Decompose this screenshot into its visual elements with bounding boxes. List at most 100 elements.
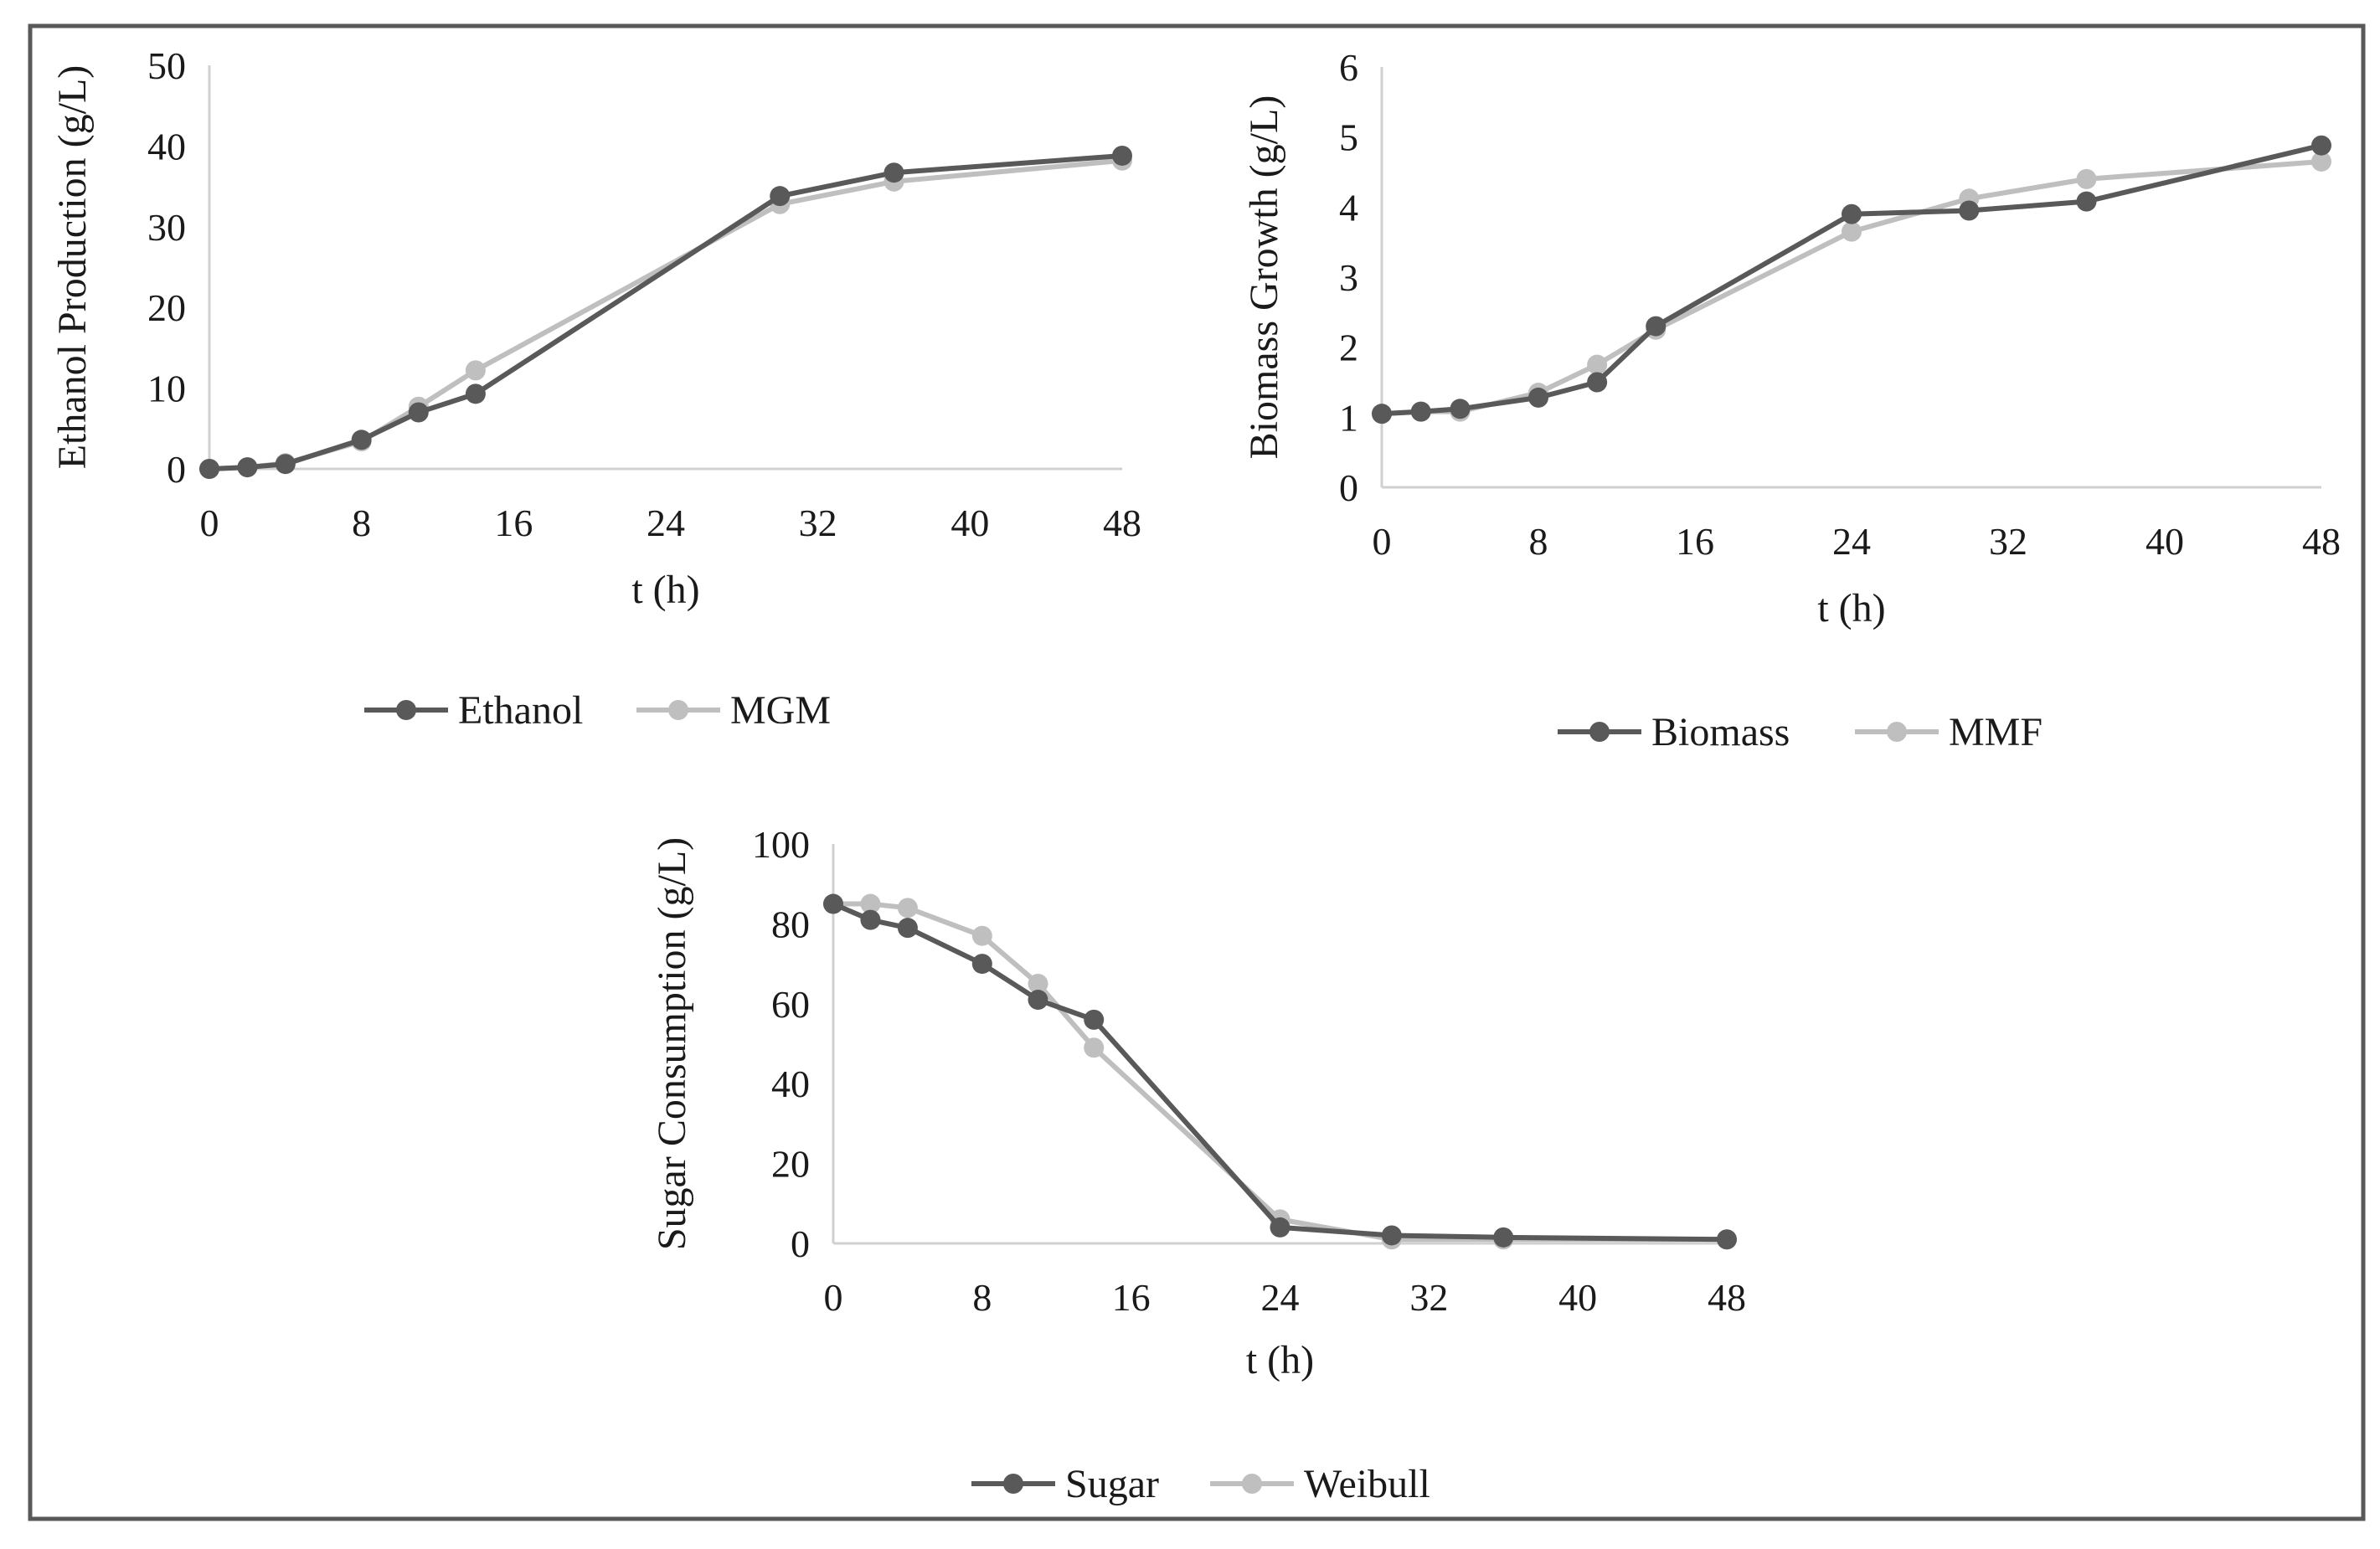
y-tick-label: 80 <box>771 903 810 945</box>
legend-label-biomass: Biomass <box>1651 710 1790 754</box>
y-tick-label: 5 <box>1339 116 1358 159</box>
ethanol-production-chart: 0 8 16 24 32 40 48 0 10 20 30 40 50 t (h) Ethanol Prod… <box>50 44 1141 733</box>
x-tick-label: 48 <box>1103 502 1141 544</box>
data-point-ethanol <box>770 186 791 207</box>
data-point-biomass <box>1528 387 1548 408</box>
y-axis-title: Ethanol Production (g/L) <box>50 65 95 470</box>
y-tick-label: 20 <box>771 1143 810 1186</box>
data-point-mmf <box>2076 168 2097 189</box>
data-point-weibull <box>1028 973 1048 994</box>
data-point-sugar <box>860 909 881 930</box>
data-point-weibull <box>860 893 881 914</box>
y-tick-label: 4 <box>1339 186 1358 229</box>
data-point-biomass <box>2311 135 2331 156</box>
x-axis-title: t (h) <box>1246 1338 1314 1382</box>
x-tick-label: 0 <box>824 1276 843 1319</box>
y-tick-label: 50 <box>147 44 186 87</box>
y-tick-label: 100 <box>752 823 810 866</box>
y-tick-label: 0 <box>167 448 186 491</box>
y-tick-label: 3 <box>1339 256 1358 299</box>
x-tick-label: 32 <box>799 502 837 544</box>
data-point-biomass <box>1959 200 1980 221</box>
legend-marker-ethanol <box>396 700 416 720</box>
data-point-ethanol <box>408 402 429 423</box>
legend-marker-mmf <box>1887 722 1907 742</box>
data-point-sugar <box>1028 990 1048 1011</box>
x-tick-label: 48 <box>1708 1276 1746 1319</box>
data-point-biomass <box>1410 401 1431 422</box>
x-tick-label: 16 <box>494 502 533 544</box>
data-point-mmf <box>1587 354 1608 375</box>
data-point-ethanol <box>199 459 219 479</box>
x-tick-label: 40 <box>1558 1276 1597 1319</box>
x-tick-label: 24 <box>1261 1276 1300 1319</box>
x-tick-label: 40 <box>2146 520 2184 563</box>
legend-label-ethanol: Ethanol <box>458 688 583 733</box>
data-point-sugar <box>897 918 918 939</box>
x-axis-title: t (h) <box>1817 586 1885 630</box>
legend-marker-mgm <box>668 700 688 720</box>
data-point-biomass <box>1450 399 1471 419</box>
x-tick-label: 32 <box>1409 1276 1448 1319</box>
data-point-ethanol <box>275 454 296 475</box>
data-point-biomass <box>1372 404 1392 425</box>
data-point-biomass <box>2076 191 2097 212</box>
x-tick-label: 8 <box>972 1276 992 1319</box>
data-point-ethanol <box>351 430 372 450</box>
legend-marker-weibull <box>1242 1474 1262 1494</box>
y-tick-label: 2 <box>1339 327 1358 369</box>
x-tick-label: 48 <box>2302 520 2341 563</box>
data-point-sugar <box>1270 1217 1290 1238</box>
y-tick-label: 0 <box>791 1222 810 1265</box>
data-point-ethanol <box>465 383 486 404</box>
x-tick-label: 16 <box>1112 1276 1151 1319</box>
x-tick-label: 0 <box>1373 520 1392 563</box>
y-tick-label: 60 <box>771 983 810 1026</box>
y-tick-label: 30 <box>147 206 186 249</box>
x-tick-label: 16 <box>1676 520 1714 563</box>
data-point-mmf <box>1842 221 1862 242</box>
y-tick-label: 0 <box>1339 466 1358 509</box>
data-point-mmf <box>2311 151 2331 172</box>
y-tick-label: 10 <box>147 368 186 410</box>
y-axis-title: Sugar Consumption (g/L) <box>650 837 694 1250</box>
x-axis-title: t (h) <box>631 568 699 612</box>
y-tick-label: 40 <box>771 1063 810 1105</box>
legend-marker-sugar <box>1003 1474 1023 1494</box>
data-point-sugar <box>971 954 992 975</box>
y-tick-label: 1 <box>1339 396 1358 439</box>
legend-label-sugar: Sugar <box>1065 1462 1159 1506</box>
x-tick-label: 24 <box>1832 520 1871 563</box>
data-point-sugar <box>1717 1229 1737 1250</box>
x-tick-label: 24 <box>647 502 685 544</box>
x-tick-label: 0 <box>200 502 219 544</box>
series-line-sugar <box>832 901 1728 1243</box>
biomass-growth-chart: 0 8 16 24 32 40 48 0 1 2 3 4 5 6 t (h) Biomass Growth (… <box>1242 46 2341 754</box>
data-point-sugar <box>1084 1009 1105 1030</box>
x-tick-label: 8 <box>1529 520 1548 563</box>
y-axis-title: Biomass Growth (g/L) <box>1242 95 1286 460</box>
data-point-ethanol <box>883 162 904 183</box>
data-point-sugar <box>823 893 843 914</box>
x-tick-label: 40 <box>950 502 989 544</box>
data-point-biomass <box>1646 316 1667 337</box>
y-tick-label: 40 <box>147 125 186 167</box>
x-tick-label: 32 <box>1989 520 2027 563</box>
data-point-ethanol <box>1112 145 1132 166</box>
y-tick-label: 6 <box>1339 46 1358 89</box>
data-point-sugar <box>1381 1225 1402 1246</box>
sugar-consumption-chart: 0 8 16 24 32 40 48 0 20 40 60 80 100 t (h) Sugar Consu… <box>650 823 1746 1506</box>
data-point-mgm <box>465 360 486 381</box>
series-line-biomass <box>1381 142 2322 417</box>
data-point-ethanol <box>237 457 258 478</box>
legend-label-mgm: MGM <box>730 688 831 733</box>
legend-marker-biomass <box>1589 722 1610 742</box>
data-point-weibull <box>971 925 992 946</box>
legend-label-mmf: MMF <box>1949 710 2043 754</box>
data-point-biomass <box>1842 203 1862 224</box>
series-line-weibull <box>833 901 1727 1243</box>
data-point-biomass <box>1587 372 1608 393</box>
data-point-weibull <box>897 898 918 919</box>
legend-label-weibull: Weibull <box>1304 1462 1430 1506</box>
